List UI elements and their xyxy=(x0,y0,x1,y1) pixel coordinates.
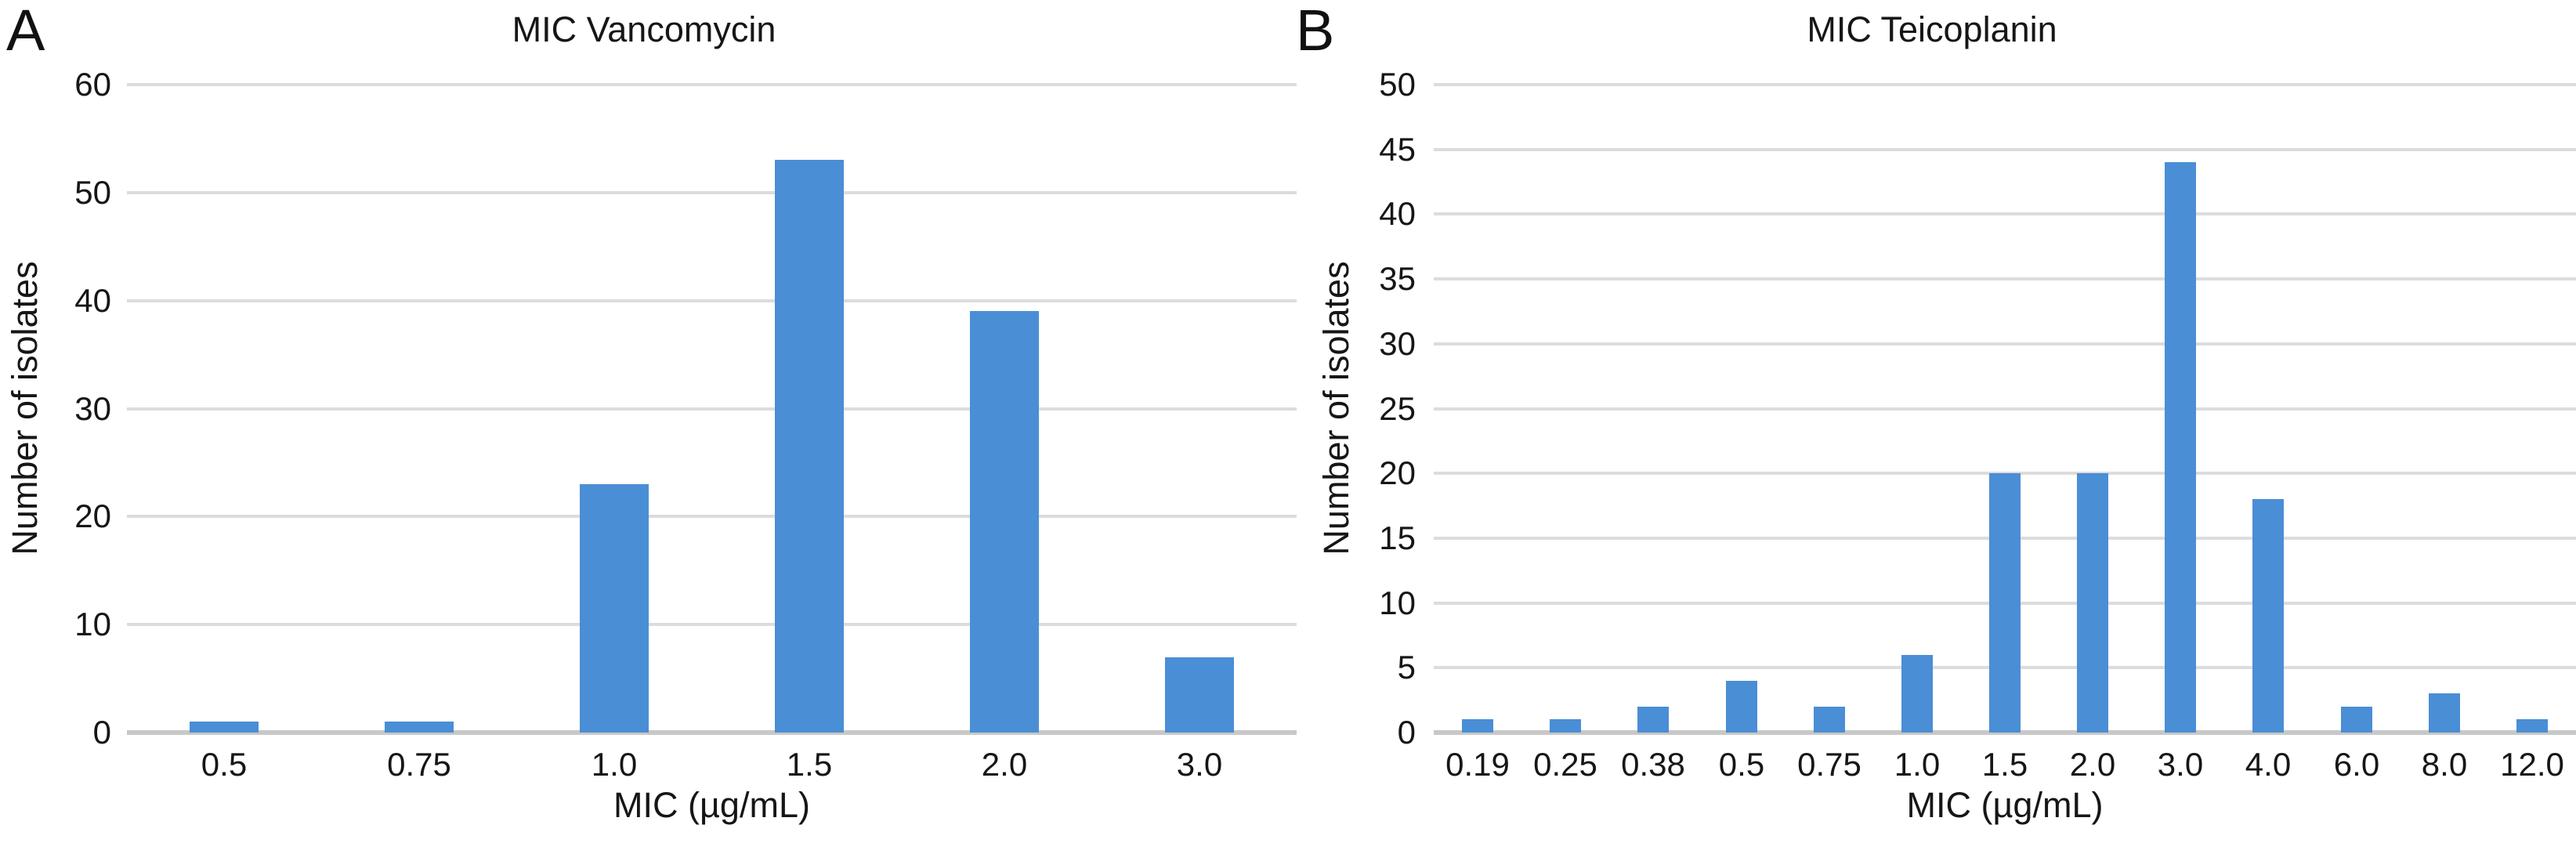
x-tick-label: 0.38 xyxy=(1621,746,1685,783)
grid-line xyxy=(1434,147,2576,151)
grid-line xyxy=(127,298,1297,302)
y-tick-label: 15 xyxy=(1379,519,1416,556)
x-tick-label: 0.75 xyxy=(387,746,451,783)
grid-line xyxy=(127,407,1297,411)
x-tick-label: 2.0 xyxy=(2069,746,2116,783)
grid-line xyxy=(127,83,1297,86)
y-tick-label: 20 xyxy=(74,497,111,535)
bar xyxy=(1989,473,2021,733)
x-tick-label: 0.25 xyxy=(1533,746,1597,783)
y-tick-label: 30 xyxy=(1379,324,1416,362)
x-tick-label: 1.5 xyxy=(786,746,833,783)
grid-line xyxy=(127,623,1297,627)
y-tick-label: 45 xyxy=(1379,130,1416,168)
bar xyxy=(2077,473,2108,733)
x-tick-label: 3.0 xyxy=(1176,746,1223,783)
bar xyxy=(2341,707,2372,733)
grid-line xyxy=(1434,342,2576,346)
y-tick-label: 40 xyxy=(1379,195,1416,233)
y-tick-label: 35 xyxy=(1379,260,1416,298)
x-tick-label: 0.75 xyxy=(1797,746,1861,783)
x-tick-label: 6.0 xyxy=(2333,746,2380,783)
panel-letter-b: B xyxy=(1296,0,1335,63)
y-tick-label: 40 xyxy=(74,281,111,319)
chart-title-teicoplanin: MIC Teicoplanin xyxy=(1807,9,2057,49)
x-tick-label: 12.0 xyxy=(2500,746,2564,783)
y-tick-label: 50 xyxy=(74,173,111,211)
bar xyxy=(385,722,454,733)
y-tick-label: 30 xyxy=(74,389,111,427)
y-tick-label: 0 xyxy=(1397,714,1416,751)
x-tick-label: 0.5 xyxy=(201,746,248,783)
grid-line xyxy=(1434,277,2576,281)
y-tick-label: 20 xyxy=(1379,454,1416,492)
x-tick-label: 0.19 xyxy=(1445,746,1510,783)
bar xyxy=(2429,693,2460,733)
x-tick-label: 3.0 xyxy=(2157,746,2204,783)
bar xyxy=(2165,162,2196,733)
x-tick-label: 1.5 xyxy=(1981,746,2028,783)
grid-line xyxy=(127,190,1297,194)
x-tick-label: 8.0 xyxy=(2421,746,2468,783)
grid-line xyxy=(127,515,1297,519)
x-tick-label: 1.0 xyxy=(1894,746,1941,783)
grid-line xyxy=(1434,212,2576,216)
x-tick-label: 2.0 xyxy=(981,746,1028,783)
bar xyxy=(1462,719,1493,733)
x-axis-line xyxy=(127,730,1297,735)
bar xyxy=(1637,707,1669,733)
bar xyxy=(190,722,259,733)
y-tick-label: 10 xyxy=(1379,584,1416,621)
x-tick-label: 1.0 xyxy=(591,746,638,783)
grid-line xyxy=(1434,83,2576,86)
bar xyxy=(2516,719,2548,733)
bar xyxy=(1901,655,1933,733)
bar xyxy=(970,311,1039,733)
grid-line xyxy=(1434,407,2576,411)
x-axis-line xyxy=(1434,730,2576,735)
bar xyxy=(1165,657,1234,733)
bar xyxy=(2252,499,2284,733)
bar xyxy=(1550,719,1581,733)
x-axis-title-b: MIC (µg/mL) xyxy=(1906,785,2104,825)
x-tick-label: 4.0 xyxy=(2245,746,2292,783)
bar xyxy=(1726,681,1757,733)
x-axis-title-a: MIC (µg/mL) xyxy=(613,785,810,825)
y-tick-label: 0 xyxy=(92,714,111,751)
panel-letter-a: A xyxy=(6,0,45,63)
y-tick-label: 60 xyxy=(74,66,111,103)
bar xyxy=(775,160,844,733)
bar xyxy=(1814,707,1845,733)
bar xyxy=(580,484,649,733)
x-tick-label: 0.5 xyxy=(1718,746,1765,783)
chart-title-vancomycin: MIC Vancomycin xyxy=(512,9,776,49)
y-tick-label: 50 xyxy=(1379,66,1416,103)
y-tick-label: 5 xyxy=(1397,649,1416,686)
y-tick-label: 25 xyxy=(1379,389,1416,427)
y-tick-label: 10 xyxy=(74,606,111,643)
